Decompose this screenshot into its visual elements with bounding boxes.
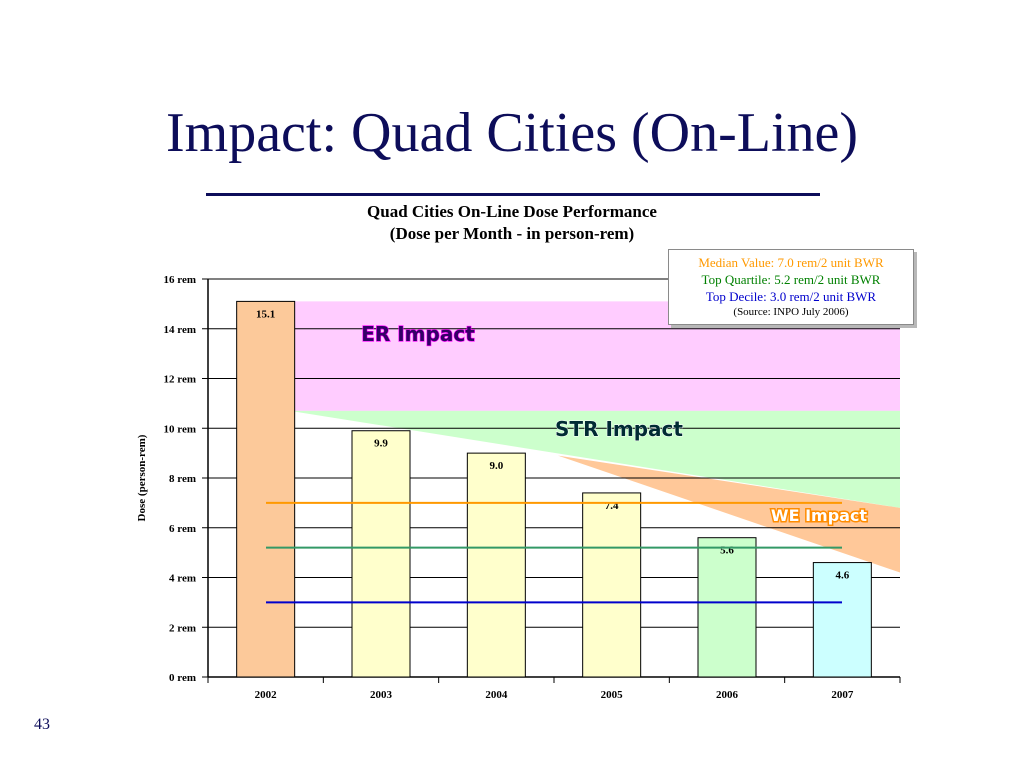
we-impact-label: WE Impact bbox=[771, 506, 868, 525]
bar-2005 bbox=[582, 492, 642, 678]
y-tick-label: 8 rem bbox=[169, 473, 196, 485]
bar-2007 bbox=[812, 562, 872, 678]
bar-2002 bbox=[236, 300, 296, 678]
title-divider bbox=[206, 193, 820, 196]
data-label-2003: 9.9 bbox=[374, 438, 388, 450]
data-label-2005: 7.4 bbox=[605, 500, 619, 512]
y-tick-label: 14 rem bbox=[164, 324, 196, 336]
x-tick-label: 2005 bbox=[601, 689, 624, 701]
slide-title: Impact: Quad Cities (On-Line) bbox=[165, 102, 858, 164]
legend-quartile: Top Quartile: 5.2 rem/2 unit BWR bbox=[701, 272, 881, 287]
chart-title-block: Quad Cities On-Line Dose Performance (Do… bbox=[210, 201, 814, 245]
y-tick-label: 16 rem bbox=[164, 274, 196, 286]
data-label-2004: 9.0 bbox=[489, 460, 503, 472]
str-impact-band bbox=[290, 410, 900, 508]
data-label-2002: 15.1 bbox=[256, 308, 275, 320]
chart-subtitle: (Dose per Month - in person-rem) bbox=[389, 224, 635, 243]
y-tick-label: 4 rem bbox=[169, 573, 196, 585]
legend-decile: Top Decile: 3.0 rem/2 unit BWR bbox=[705, 289, 877, 304]
er-impact-label: ER Impact bbox=[361, 322, 475, 346]
benchmark-legend: Median Value: 7.0 rem/2 unit BWR Top Qua… bbox=[668, 249, 914, 325]
y-tick-label: 10 rem bbox=[164, 423, 196, 435]
x-tick-label: 2004 bbox=[485, 689, 508, 701]
y-tick-label: 0 rem bbox=[169, 672, 196, 684]
y-axis-label: Dose (person-rem) bbox=[136, 434, 148, 521]
data-label-2006: 5.6 bbox=[720, 545, 734, 557]
x-tick-label: 2003 bbox=[370, 689, 393, 701]
y-tick-label: 2 rem bbox=[169, 622, 196, 634]
page-number: 43 bbox=[34, 716, 50, 733]
x-tick-label: 2002 bbox=[255, 689, 278, 701]
bar-2006 bbox=[697, 537, 757, 678]
bar-2003 bbox=[351, 430, 411, 678]
x-tick-label: 2006 bbox=[716, 689, 739, 701]
legend-median: Median Value: 7.0 rem/2 unit BWR bbox=[698, 255, 884, 270]
str-impact-label: STR Impact bbox=[555, 417, 683, 441]
chart-title: Quad Cities On-Line Dose Performance bbox=[367, 202, 657, 221]
y-tick-label: 6 rem bbox=[169, 523, 196, 535]
y-tick-label: 12 rem bbox=[164, 374, 196, 386]
we-impact-band bbox=[558, 455, 900, 573]
x-tick-label: 2007 bbox=[831, 689, 854, 701]
legend-source: (Source: INPO July 2006) bbox=[733, 306, 849, 318]
data-label-2007: 4.6 bbox=[835, 570, 849, 582]
bar-2004 bbox=[466, 452, 526, 678]
